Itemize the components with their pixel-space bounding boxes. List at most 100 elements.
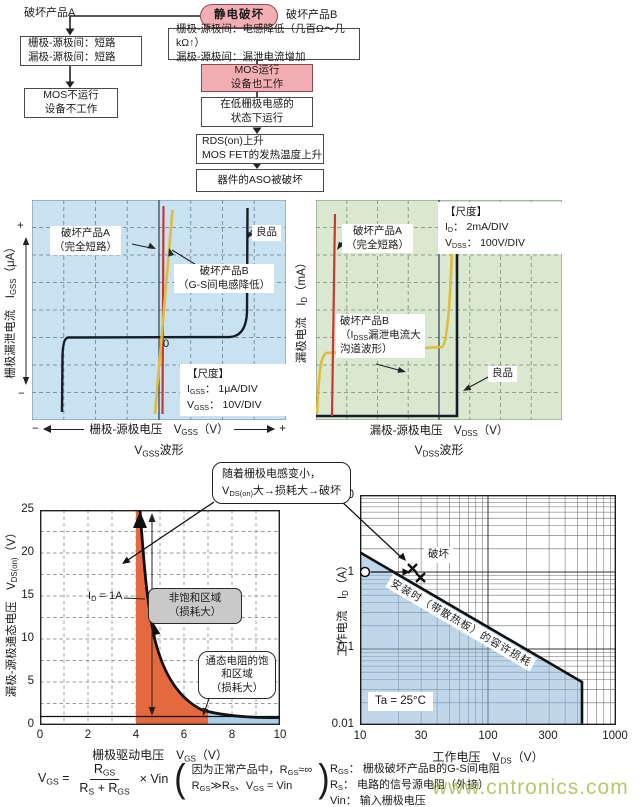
formula-paren-open: (: [174, 757, 186, 801]
vgs-x-tick-8: 8: [228, 729, 236, 741]
flow-box-b4-line1: RDS(on)上升: [202, 135, 264, 148]
vgs-y-tick-10: 10: [21, 632, 34, 644]
aso-x-axis-label: 工作电压 VDS（V）: [432, 750, 544, 766]
aso-x-tick-100: 100: [478, 730, 498, 742]
flow-box-b3-line1: 在低栅极电感的: [220, 98, 294, 111]
vgss-trace-product-b: [153, 209, 174, 415]
vdss-scale-box: 【尺度】 ID： 2mA/DIV VDSS： 100V/DIV: [438, 202, 568, 254]
vgss-y-axis-label: 栅极漏泄电流 IGSS（μA）: [4, 241, 19, 379]
vdss-label-product-b: 破坏产品B （IDSS漏泄电流大 沟道波形）: [336, 314, 425, 358]
legend-vin: Vin： 输入栅极电压: [330, 794, 426, 807]
callout-box: 随着栅极电感变小， VDS(on)大→损耗大→破坏: [212, 462, 352, 505]
vgs-curve: [138, 510, 280, 719]
vgs-y-tick-0: 0: [27, 718, 34, 730]
flow-box-b1-line2: 漏极-源极间：漏泄电流增加: [176, 50, 306, 63]
branch-b-label: 破坏产品B: [286, 9, 338, 21]
formula-note: 因为正常产品中，RGS≈∞ RGS≫RS、VGS = Vin: [192, 763, 313, 794]
vdss-y-axis-label: 漏极电流 ID（mA）: [295, 256, 310, 364]
vgs-y-tick-15: 15: [21, 589, 34, 601]
formula-note-line2: RGS≫RS、VGS = Vin: [191, 780, 293, 794]
flow-box-b2-line2: 设备也工作: [230, 78, 284, 90]
vgs-region2-line1: 通态电阻的饱: [205, 654, 269, 667]
vgss-label-product-a-line2: （完全短路）: [54, 240, 117, 253]
vdss-label-product-a: 破坏产品A （完全短路）: [342, 224, 413, 254]
flow-box-a2-line1: MOS不运行: [43, 89, 99, 102]
vgs-x-tick-4: 4: [132, 729, 140, 741]
aso-y-tick-01: 0.1: [338, 641, 354, 653]
watermark: www.cntronics.com: [432, 776, 629, 799]
vgss-scale-vgss: VGSS： 10V/DIV: [187, 398, 262, 412]
vgs-region1-box: 非饱和区域 （损耗大）: [148, 588, 242, 624]
vdss-trace-good: [316, 208, 459, 418]
vgss-label-good: 良品: [252, 225, 281, 241]
formula-lhs: VGS =: [38, 771, 70, 787]
flow-box-b1-line1: 栅极-源极间：电感降低（几百Ω～几kΩ↑）: [176, 23, 345, 50]
formula-note-line1: 因为正常产品中，RGS≈∞: [191, 764, 313, 778]
formula-fraction: RGS RS + RGS: [75, 762, 133, 796]
flow-box-b4: RDS(on)上升 MOS FET的发热温度上升: [196, 134, 324, 164]
vdss-label-product-b-line2: （IDSS漏泄电流大: [340, 328, 421, 342]
flow-box-a1-line2: 漏极-源极间：短路: [28, 51, 116, 63]
flow-box-b3: 在低栅极电感的 状态下运行: [201, 97, 313, 127]
vdss-x-axis-label: 漏极-源极电压 VDSS（V）: [369, 425, 509, 439]
vgss-label-product-a-line1: 破坏产品A: [60, 227, 110, 239]
aso-y-tick-1: 1: [347, 566, 354, 578]
vgss-scale-box: 【尺度】 IGSS： 1μA/DIV VGSS： 10V/DIV: [180, 364, 294, 416]
vgs-region-unsaturated: [136, 510, 208, 725]
aso-x-tick-300: 300: [538, 730, 558, 742]
vgss-x-axis-label: 栅极-源极电压 VGSS（V）: [89, 424, 229, 438]
legend-rgs: RGS： 栅极破坏产品B的G-S间电阻: [330, 763, 500, 777]
vgs-formula: VGS = RGS RS + RGS × Vin ( 因为正常产品中，RGS≈∞…: [38, 757, 330, 801]
flow-box-b2-line1: MOS运行: [234, 64, 280, 77]
formula-paren-close: ): [318, 757, 330, 801]
vgs-y-tick-20: 20: [21, 546, 34, 558]
flow-box-b2: MOS运行 设备也工作: [201, 64, 313, 92]
aso-damage-marks: [407, 563, 426, 583]
branch-a-label: 破坏产品A: [24, 7, 76, 19]
flow-root-text: 静电破坏: [214, 9, 264, 22]
vgss-scale-title: 【尺度】: [187, 368, 229, 380]
vgs-plot: [40, 510, 280, 725]
aso-damage-label: 破坏: [424, 547, 453, 563]
vgs-region1-line1: 非饱和区域: [168, 592, 222, 605]
aso-ta-label: Ta = 25°C: [368, 692, 433, 711]
vgs-x-tick-6: 6: [180, 729, 188, 741]
vgs-x-tick-10: 10: [273, 729, 287, 741]
vgss-zero-label: 0: [163, 338, 170, 350]
vgss-x-arrow-left: [42, 425, 85, 434]
vgss-caption: VGSS波形: [134, 443, 184, 459]
vdss-label-good: 良品: [488, 366, 517, 382]
flow-box-a1: 栅极-源极间：短路 漏极-源极间：短路: [20, 36, 142, 66]
vgs-region2-line3: （损耗大）: [210, 681, 264, 694]
aso-boundary-line: [360, 551, 584, 724]
vgss-label-product-b-line1: 破坏产品B: [199, 265, 249, 277]
flow-box-b1: 栅极-源极间：电感降低（几百Ω～几kΩ↑） 漏极-源极间：漏泄电流增加: [168, 23, 360, 63]
flow-box-b3-line2: 状态下运行: [230, 112, 284, 124]
flow-box-b5: 器件的ASO被破坏: [196, 169, 324, 192]
vgss-x-minus: −: [32, 423, 39, 436]
vgs-y-tick-5: 5: [27, 675, 34, 687]
vgs-region2-line2: 和区域: [221, 668, 253, 681]
callout-line2: VDS(on)大→损耗大→破坏: [222, 485, 342, 499]
flow-box-a2-line2: 设备不工作: [44, 103, 98, 115]
vdss-scale-vdss: VDSS： 100V/DIV: [445, 236, 526, 250]
vgs-region2-box: 通态电阻的饱 和区域 （损耗大）: [198, 651, 276, 699]
aso-y-tick-001: 0.01: [331, 718, 354, 730]
flow-box-b5-text: 器件的ASO被破坏: [217, 173, 303, 186]
vdss-label-product-b-line1: 破坏产品B: [340, 315, 390, 327]
vdss-trace-product-a: [330, 213, 337, 417]
vgss-y-minus: −: [18, 388, 25, 400]
callout-line1: 随着栅极电感变小，: [222, 468, 321, 480]
vgss-x-axis: − 栅极-源极电压 VGSS（V） +: [32, 421, 286, 437]
aso-x-tick-1000: 1000: [602, 730, 628, 742]
vgss-y-plus: +: [17, 220, 24, 232]
flow-box-a1-line1: 栅极-源极间：短路: [28, 37, 116, 50]
callout-arrows: [122, 499, 406, 564]
vgs-x-tick-0: 0: [36, 729, 44, 741]
symbol-legend: RGS： 栅极破坏产品B的G-S间电阻 RS： 电路的信号源电阻（外接） Vin…: [330, 762, 500, 807]
vdss-label-product-b-line3: 沟道波形）: [340, 342, 393, 355]
vgss-x-plus: +: [279, 423, 287, 436]
flow-box-b4-line2: MOS FET的发热温度上升: [202, 149, 323, 161]
vdss-trace-product-b: [316, 209, 455, 415]
